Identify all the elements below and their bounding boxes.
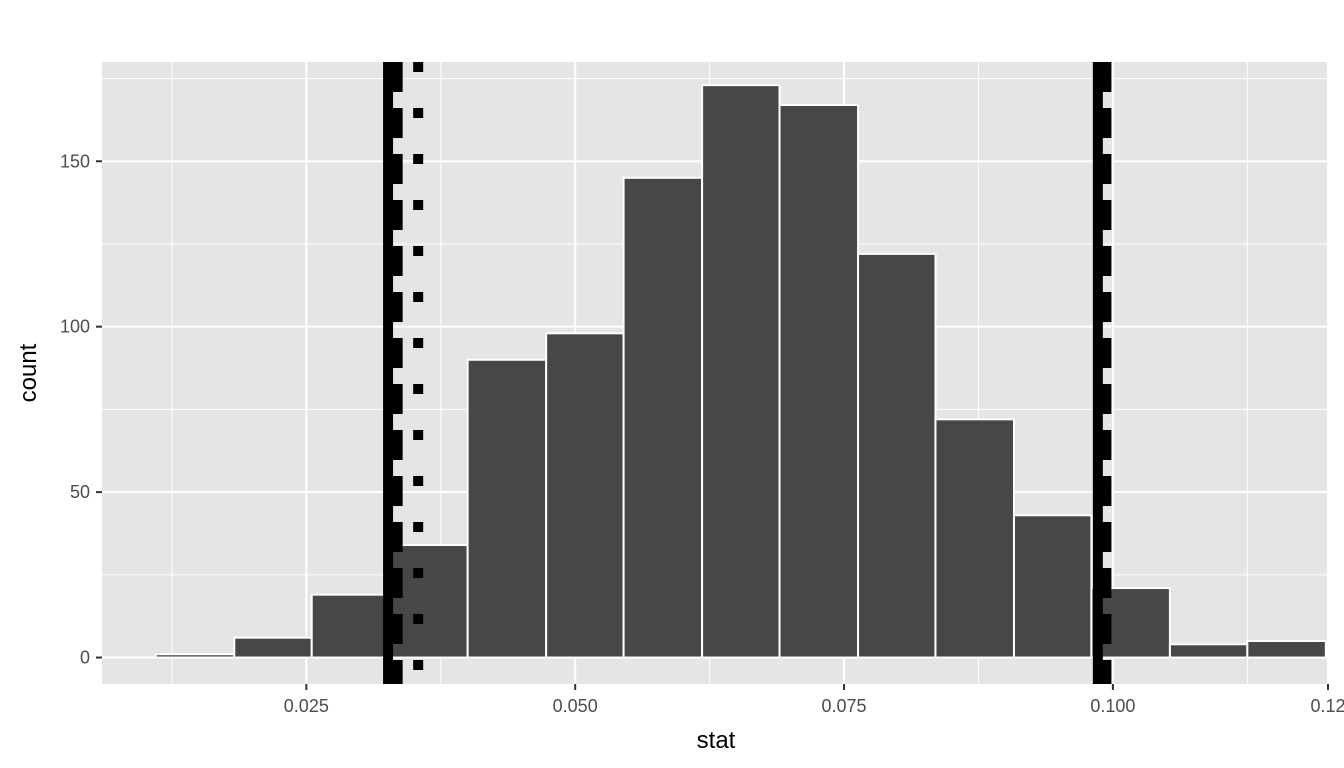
histogram-bar: [466, 358, 548, 659]
histogram-bar: [310, 593, 392, 659]
x-tick-label: 0.025: [284, 696, 329, 716]
histogram-bar: [1012, 514, 1093, 659]
y-axis: 0 50 100 150: [60, 151, 102, 668]
x-tick-label: 0.075: [822, 696, 867, 716]
x-tick-label: 0.050: [553, 696, 598, 716]
histogram-bar: [622, 176, 704, 659]
histogram-bar: [701, 84, 781, 659]
histogram-bar: [1168, 643, 1249, 659]
histogram-bar: [545, 332, 625, 659]
y-tick-label: 0: [80, 648, 90, 668]
histogram-bar: [934, 418, 1015, 659]
histogram-bar: [154, 653, 236, 659]
x-tick-label: 0.100: [1090, 696, 1135, 716]
reference-lines: [383, 62, 1112, 684]
histogram-bar: [1246, 639, 1327, 659]
y-tick-label: 150: [60, 151, 90, 171]
y-tick-label: 50: [70, 482, 90, 502]
histogram-bar: [778, 104, 860, 659]
x-axis-title: stat: [697, 727, 736, 754]
histogram-bars: [154, 84, 1327, 659]
histogram-bar: [233, 636, 313, 659]
x-tick-label: 0.12: [1310, 696, 1344, 716]
y-tick-label: 100: [60, 317, 90, 337]
y-axis-title: count: [15, 343, 42, 402]
x-axis: 0.025 0.050 0.075 0.100 0.12: [284, 684, 1344, 716]
histogram-bar: [857, 252, 937, 659]
